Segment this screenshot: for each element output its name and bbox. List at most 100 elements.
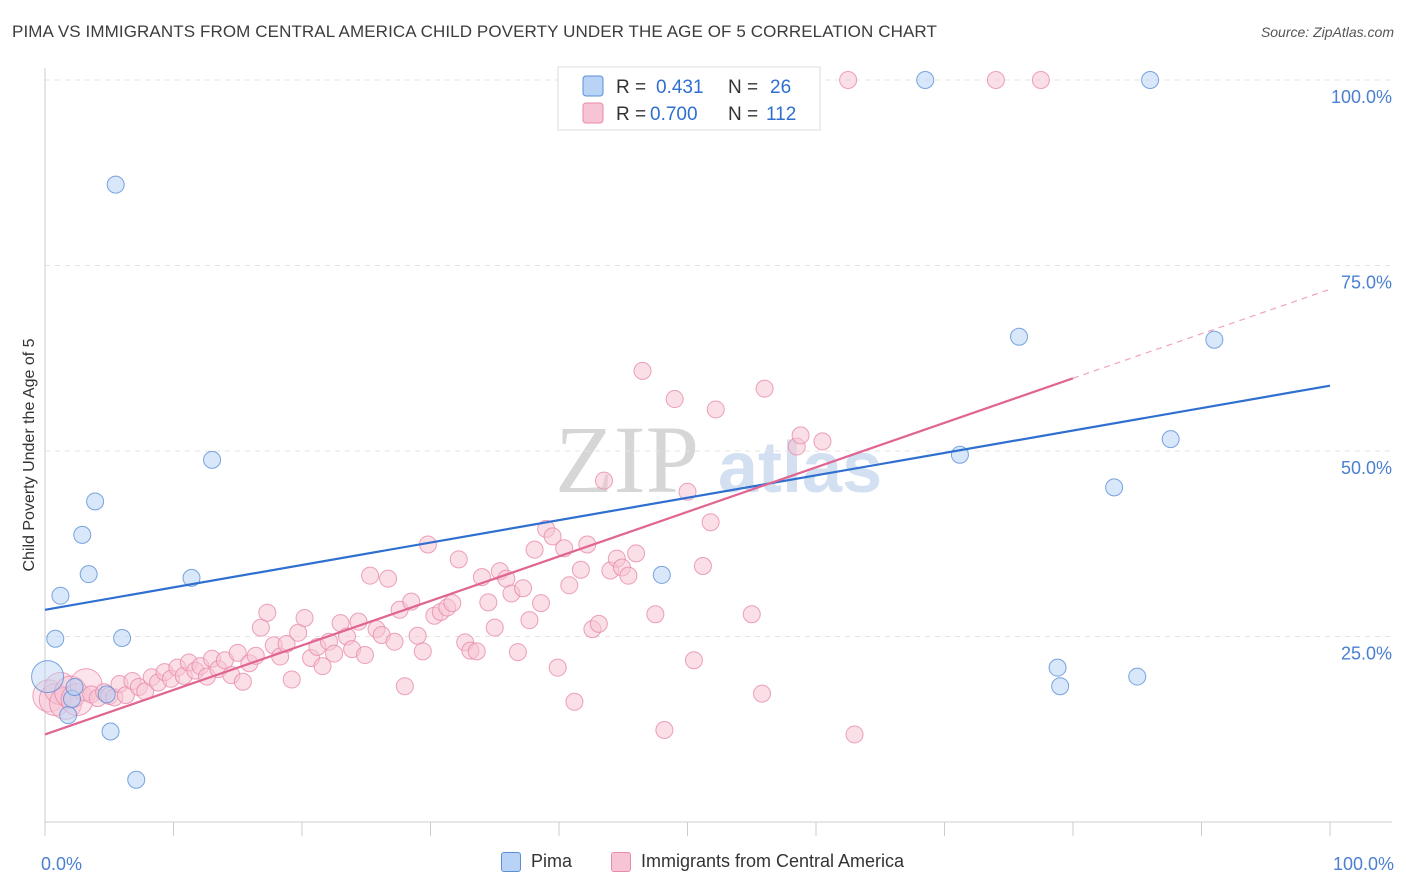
immigrants-point-110 xyxy=(753,684,772,703)
pima-point-24 xyxy=(1128,667,1147,686)
legend-r-value-pima: 0.431 xyxy=(656,77,704,98)
immigrants-point-82 xyxy=(525,540,544,559)
immigrants-point-62 xyxy=(408,626,427,645)
immigrants-point-88 xyxy=(560,576,579,595)
legend-item-immigrants: Immigrants from Central America xyxy=(611,851,904,872)
immigrants-point-93 xyxy=(589,614,608,633)
immigrants-point-60 xyxy=(395,677,414,696)
x-tick-label-max: 100.0% xyxy=(1333,854,1394,874)
legend-label-immigrants: Immigrants from Central America xyxy=(641,851,905,871)
immigrants-point-36 xyxy=(251,618,270,637)
legend-n-value-pima: 26 xyxy=(770,77,791,98)
immigrants-point-103 xyxy=(665,390,684,409)
immigrants-point-113 xyxy=(791,426,810,445)
pima-point-27 xyxy=(1205,330,1224,349)
immigrants-point-81 xyxy=(520,611,539,630)
legend-swatch-immigrants xyxy=(582,102,604,124)
immigrants-point-117 xyxy=(986,71,1005,89)
immigrants-point-43 xyxy=(295,608,314,627)
pima-point-8 xyxy=(79,565,98,584)
grid-lines xyxy=(45,79,1392,637)
immigrants-point-74 xyxy=(479,593,498,612)
immigrants-point-107 xyxy=(701,513,720,532)
immigrants-point-118 xyxy=(1031,71,1050,89)
legend-swatch-immigrants-bottom xyxy=(611,851,631,872)
immigrants-point-37 xyxy=(258,603,277,622)
immigrants-point-75 xyxy=(485,618,504,637)
source-credit: Source: ZipAtlas.com xyxy=(1260,24,1394,40)
pima-point-12 xyxy=(106,175,125,194)
immigrants-point-79 xyxy=(508,643,527,662)
immigrants-trend-extension xyxy=(1072,288,1331,379)
pima-point-7 xyxy=(73,525,92,544)
immigrants-point-94 xyxy=(594,471,613,490)
pima-point-6 xyxy=(65,677,84,696)
watermark-zip: ZIP xyxy=(555,406,699,513)
immigrants-point-72 xyxy=(467,642,486,661)
pima-point-18 xyxy=(916,71,935,89)
legend-n-label-pima: N = xyxy=(728,77,758,98)
immigrants-point-102 xyxy=(655,720,674,739)
pima-point-1 xyxy=(31,660,65,694)
pima-point-21 xyxy=(1048,658,1067,677)
legend-r-value-immigrants: 0.700 xyxy=(650,104,698,125)
immigrants-point-32 xyxy=(228,643,247,662)
y-tick-labels: 25.0% 50.0% 75.0% 100.0% xyxy=(1331,87,1392,664)
pima-point-3 xyxy=(51,586,70,605)
pima-point-9 xyxy=(86,492,105,511)
legend-label-pima: Pima xyxy=(531,851,573,871)
immigrants-point-68 xyxy=(443,594,462,613)
immigrants-point-52 xyxy=(349,612,368,631)
series-pima-points xyxy=(31,71,1224,789)
legend-item-pima: Pima xyxy=(501,851,572,872)
y-tick-label-2: 50.0% xyxy=(1341,458,1392,478)
immigrants-trend-line xyxy=(44,377,1074,736)
y-tick-label-1: 25.0% xyxy=(1341,644,1392,664)
immigrants-point-100 xyxy=(633,361,652,380)
y-tick-label-4: 100.0% xyxy=(1331,87,1392,107)
series-immigrants-points xyxy=(32,71,1050,744)
pima-point-16 xyxy=(203,450,222,469)
immigrants-point-116 xyxy=(839,71,858,89)
immigrants-point-41 xyxy=(282,670,301,689)
watermark: ZIP atlas xyxy=(555,406,882,513)
series-legend: Pima Immigrants from Central America xyxy=(0,851,1406,877)
immigrants-point-109 xyxy=(742,605,761,624)
pima-point-4 xyxy=(59,706,78,725)
immigrants-point-98 xyxy=(619,566,638,585)
legend-r-label-immigrants: R = xyxy=(616,104,646,125)
pima-point-14 xyxy=(127,770,146,789)
immigrants-point-80 xyxy=(514,579,533,598)
pima-point-20 xyxy=(1010,327,1029,346)
x-tick-label-min: 0.0% xyxy=(41,854,82,874)
pima-point-25 xyxy=(1141,71,1160,89)
stats-legend: R = 0.431 N = 26 R = 0.700 N = 112 xyxy=(557,66,821,131)
immigrants-point-46 xyxy=(313,657,332,676)
legend-n-value-immigrants: 112 xyxy=(766,104,796,125)
axes xyxy=(44,68,1392,836)
legend-swatch-pima-bottom xyxy=(501,851,521,872)
trend-lines xyxy=(44,288,1331,736)
immigrants-point-63 xyxy=(413,642,432,661)
pima-point-10 xyxy=(97,685,116,704)
immigrants-point-85 xyxy=(543,527,562,546)
immigrants-point-108 xyxy=(706,400,725,419)
pima-point-13 xyxy=(113,628,132,647)
pima-point-26 xyxy=(1161,430,1180,449)
immigrants-point-53 xyxy=(355,646,374,665)
immigrants-point-58 xyxy=(385,632,404,651)
immigrants-point-42 xyxy=(289,623,308,642)
pima-point-2 xyxy=(46,629,65,648)
pima-point-11 xyxy=(101,722,120,741)
immigrants-point-57 xyxy=(379,569,398,588)
immigrants-point-115 xyxy=(845,725,864,744)
immigrants-point-86 xyxy=(548,658,567,677)
immigrants-point-54 xyxy=(361,566,380,585)
immigrants-point-101 xyxy=(646,605,665,624)
x-tick-labels: 0.0% 100.0% xyxy=(41,854,1394,874)
pima-point-15 xyxy=(182,568,201,587)
immigrants-point-89 xyxy=(565,692,584,711)
immigrants-point-83 xyxy=(532,594,551,613)
immigrants-point-99 xyxy=(627,544,646,563)
